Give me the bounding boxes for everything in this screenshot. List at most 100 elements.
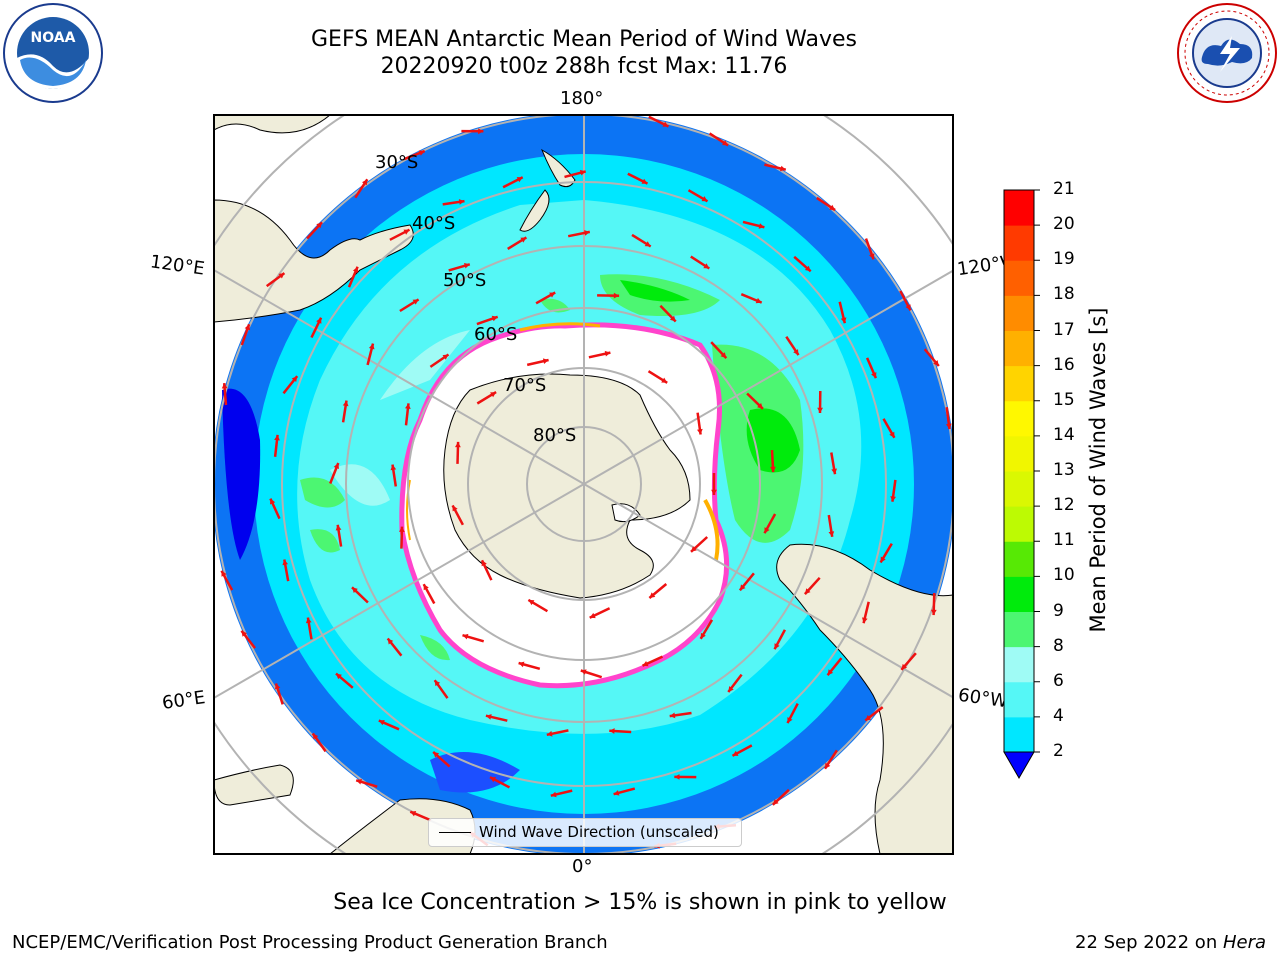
- wave-direction-arrowhead: [221, 570, 227, 577]
- wave-direction-arrowhead: [490, 392, 497, 398]
- wave-direction-arrowhead: [352, 587, 358, 593]
- wave-direction-arrowhead: [825, 762, 831, 769]
- chart-title: GEFS MEAN Antarctic Mean Period of Wind …: [311, 27, 857, 52]
- colorbar-segment: [1004, 471, 1034, 507]
- wave-direction-arrowhead: [589, 612, 596, 619]
- colorbar-segment: [1004, 646, 1034, 683]
- wave-direction-arrowhead: [336, 673, 342, 680]
- wave-direction-arrowhead: [840, 317, 847, 324]
- wave-direction-arrowhead: [831, 468, 837, 475]
- wave-direction-arrowhead: [462, 633, 469, 640]
- wave-direction-arrowhead: [542, 358, 549, 364]
- lat-label-50s: 50°S: [443, 270, 487, 291]
- wave-direction-arrowhead: [787, 717, 793, 724]
- wave-direction-arrowhead: [933, 360, 939, 366]
- wave-direction-arrowhead: [270, 498, 276, 505]
- wave-direction-arrowhead: [613, 790, 620, 796]
- wave-direction-arrowhead: [757, 403, 763, 409]
- wave-direction-arrowhead: [865, 715, 872, 721]
- colorbar-segment: [1004, 260, 1034, 296]
- sea-ice-note: Sea Ice Concentration > 15% is shown in …: [333, 890, 947, 915]
- wave-direction-arrowhead: [423, 584, 429, 591]
- colorbar-tick-label: 6: [1053, 670, 1064, 691]
- legend-line-swatch: [439, 832, 471, 833]
- wave-direction-arrowhead: [433, 751, 440, 758]
- svg-text:NOAA: NOAA: [31, 30, 76, 46]
- lon-label-180: 180°: [560, 88, 604, 109]
- wave-direction-arrowhead: [946, 423, 952, 430]
- graticule: [214, 115, 953, 854]
- wave-direction-arrowhead: [316, 222, 322, 229]
- wave-direction-arrowhead: [604, 350, 611, 357]
- wave-direction-arrowhead: [342, 400, 349, 407]
- wave-direction-arrowhead: [491, 315, 498, 322]
- colorbar-segment: [1004, 330, 1034, 367]
- colorbar-tick-label: 19: [1053, 249, 1075, 270]
- wave-direction-arrowhead: [352, 266, 359, 273]
- wave-direction-arrowhead: [662, 121, 669, 127]
- wave-direction-arrowhead: [291, 376, 298, 382]
- wave-direction-arrowhead: [455, 441, 461, 448]
- wave-direction-arrowhead: [356, 779, 362, 785]
- wave-direction-arrowhead: [390, 464, 397, 471]
- wave-direction-arrowhead: [649, 592, 656, 598]
- footer-machine: Hera: [1222, 932, 1266, 953]
- chart-subtitle: 20220920 t00z 288h fcst Max: 11.76: [380, 54, 788, 79]
- wave-direction-arrowhead: [793, 349, 799, 356]
- antarctica: [443, 373, 691, 599]
- wave-direction-arrowhead: [804, 588, 811, 595]
- wave-direction-arrowhead: [880, 556, 886, 563]
- wave-direction-arrowhead: [755, 297, 762, 304]
- wave-direction-arrowhead: [520, 237, 527, 243]
- wave-direction-arrowhead: [490, 777, 496, 783]
- wave-direction-arrowhead: [669, 315, 676, 322]
- wave-direction-arrowhead: [804, 265, 811, 272]
- wave-direction-arrowhead: [780, 165, 786, 172]
- wave-direction-arrowhead: [485, 714, 492, 720]
- wave-direction-arrowhead: [412, 299, 419, 305]
- wave-direction-arrowhead: [452, 505, 458, 512]
- colorbar-tick-label: 10: [1053, 565, 1075, 586]
- noaa-logo: NOAA: [3, 3, 103, 103]
- wave-direction-arrowhead: [333, 463, 339, 469]
- colorbar-tick-label: 21: [1053, 179, 1075, 199]
- wave-direction-arrowhead: [478, 128, 484, 135]
- wave-direction-arrowhead: [770, 466, 776, 473]
- colorbar-segment: [1004, 716, 1034, 753]
- wave-direction-arrowhead: [774, 643, 780, 650]
- wave-direction-arrowhead: [827, 669, 834, 676]
- wave-direction-arrowhead: [764, 527, 770, 534]
- colorbar-tick-label: 13: [1053, 460, 1075, 480]
- wave-direction-arrowhead: [930, 609, 937, 616]
- wave-direction-arrowhead: [871, 372, 877, 379]
- new-zealand-south: [519, 189, 550, 232]
- wave-direction-arrowhead: [516, 177, 523, 183]
- wave-direction-arrowhead: [691, 546, 697, 552]
- colorbar-segment: [1004, 506, 1034, 542]
- wave-direction-arrowhead: [772, 799, 779, 805]
- wave-direction-arrowhead: [579, 169, 586, 176]
- wave-direction-arrowhead: [335, 524, 342, 531]
- wave-direction-arrowhead: [829, 204, 836, 211]
- lat-label-60s: 60°S: [474, 324, 518, 345]
- lat-label-40s: 40°S: [412, 213, 456, 234]
- wave-direction-arrowhead: [644, 241, 651, 247]
- wave-direction-arrowhead: [316, 317, 322, 324]
- wave-direction-arrowhead: [703, 263, 710, 269]
- wave-direction-arrowhead: [458, 199, 465, 205]
- wave-direction-arrowhead: [241, 630, 247, 637]
- wave-direction-arrowhead: [758, 223, 765, 229]
- colorbar-segment: [1004, 295, 1034, 331]
- colorbar-segment: [1004, 190, 1034, 226]
- colorbar-under-arrow: [1003, 751, 1035, 780]
- colorbar-tick-label: 9: [1053, 600, 1064, 621]
- wave-direction-arrowhead: [584, 230, 590, 236]
- colorbar-tick-label: 14: [1053, 424, 1075, 445]
- wave-direction-arrowhead: [244, 324, 251, 331]
- colorbar-tick-label: 11: [1053, 530, 1075, 551]
- wave-direction-arrowhead: [550, 791, 557, 798]
- wave-direction-arrowhead: [274, 683, 281, 690]
- footer-date-text: 22 Sep 2022 on: [1075, 932, 1223, 953]
- wave-direction-arrowhead: [890, 496, 896, 502]
- lat-label-30s: 30°S: [375, 152, 419, 173]
